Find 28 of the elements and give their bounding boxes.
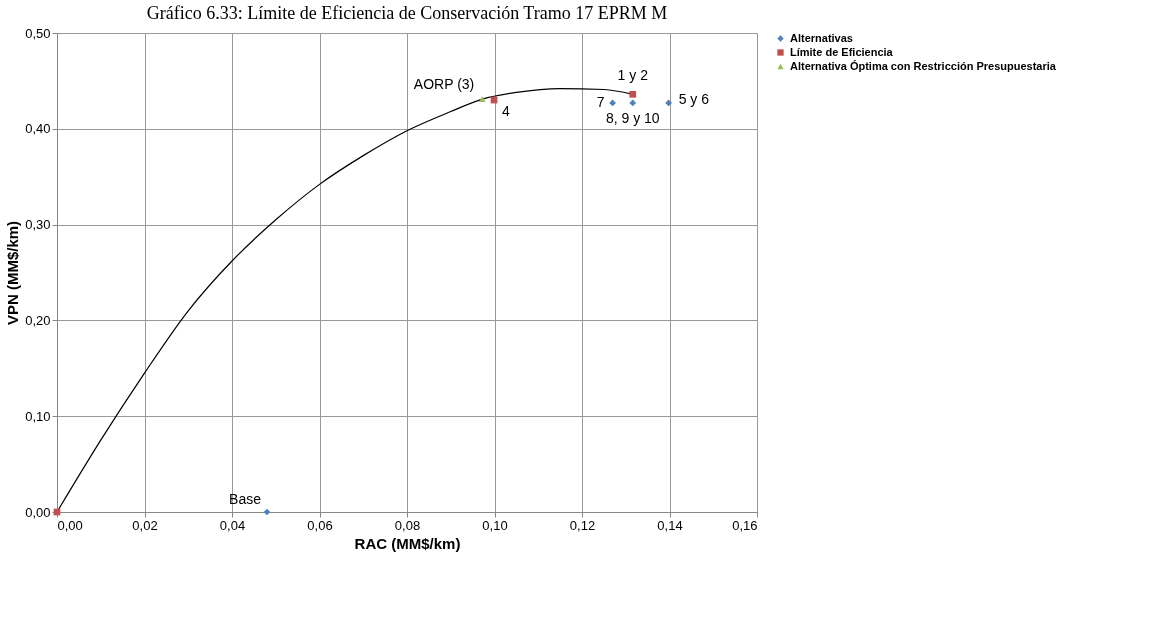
y-tick-label: 0,20	[25, 312, 51, 328]
x-tick-label: 0,12	[569, 517, 596, 533]
annotation: 5 y 6	[678, 90, 710, 107]
y-tick-label: 0,50	[25, 25, 51, 41]
x-tick-label: 0,14	[657, 517, 683, 533]
legend-label: Límite de Eficiencia	[790, 45, 894, 58]
annotation: 4	[502, 103, 511, 120]
annotation: 7	[596, 93, 605, 110]
legend-label: Alternativa Óptima con Restricción Presupuestaria	[790, 59, 1057, 72]
annotation: AORP (3)	[413, 76, 475, 93]
x-tick-label: 0,16	[732, 517, 758, 533]
y-tick-label: 0,40	[25, 121, 51, 137]
y-tick-label: 0,10	[25, 408, 51, 424]
y-tick-label: 0,00	[25, 504, 51, 520]
x-axis-title: RAC (MM$/km)	[354, 534, 461, 552]
x-tick-label: 0,04	[219, 517, 246, 533]
chart-title: Gráfico 6.33: Límite de Eficiencia de Conservación Tramo 17 EPRM M	[146, 3, 668, 23]
x-tick-label: 0,08	[394, 517, 421, 533]
annotation: 1 y 2	[617, 67, 649, 84]
y-axis-title: VPN (MM$/km)	[4, 220, 22, 326]
annotation: 8, 9 y 10	[605, 109, 660, 126]
x-tick-label: 0,00	[57, 517, 83, 533]
x-tick-label: 0,10	[482, 517, 508, 533]
x-tick-label: 0,02	[132, 517, 158, 533]
annotation: Base	[229, 491, 262, 507]
y-tick-label: 0,30	[25, 217, 51, 233]
legend-label: Alternativas	[790, 31, 853, 44]
x-tick-label: 0,06	[307, 517, 333, 533]
